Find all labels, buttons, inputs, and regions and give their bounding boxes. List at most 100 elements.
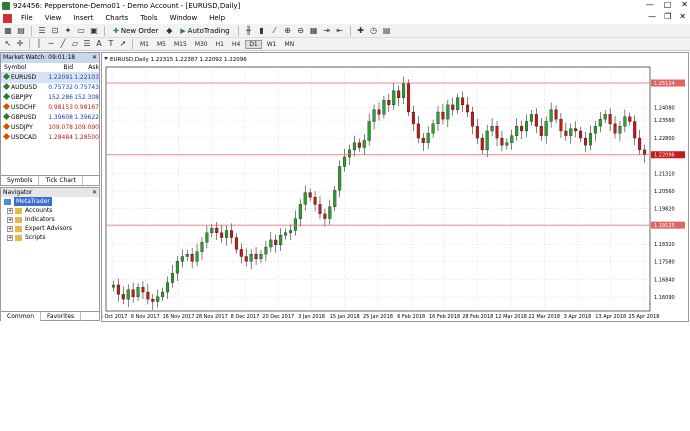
symbol-icon (2, 122, 11, 131)
candle-up (333, 190, 337, 207)
periods-icon[interactable]: ◷ (370, 25, 378, 35)
expand-icon[interactable]: + (7, 225, 13, 232)
mdi-restore-button[interactable]: ❐ (664, 12, 672, 21)
candle-up (156, 296, 160, 302)
tf-m1[interactable]: M1 (140, 40, 149, 48)
candle-up (603, 114, 607, 120)
new-chart-icon[interactable]: ▦ (4, 25, 12, 35)
col-symbol[interactable]: Symbol (4, 64, 27, 71)
market-watch-row[interactable]: GBPJPY 152.286 152.308 (1, 92, 99, 103)
tab-symbols[interactable]: Symbols (1, 176, 40, 185)
candle-down (215, 227, 219, 233)
new-order-button[interactable]: ✚ New Order (110, 25, 161, 36)
market-watch-row[interactable]: USDCHF 0.98153 0.98167 (1, 102, 99, 113)
row-ask: 0.98167 (74, 104, 99, 111)
terminal-icon[interactable]: ▭ (77, 25, 85, 35)
mdi-close-button[interactable]: ✕ (679, 12, 686, 21)
chart-shift-icon[interactable]: ⇤ (336, 25, 343, 35)
menu-view[interactable]: View (44, 14, 62, 22)
crosshair-icon[interactable]: ✛ (16, 39, 24, 48)
menu-window[interactable]: Window (169, 14, 198, 22)
cursor-icon[interactable]: ↖ (4, 39, 12, 48)
nav-root-label: MetaTrader (14, 197, 52, 206)
nav-item-scripts[interactable]: + Scripts (1, 233, 99, 242)
tf-h1[interactable]: H1 (215, 40, 224, 48)
nav-item-expert-advisors[interactable]: + Expert Advisors (1, 224, 99, 233)
candlestick-icon[interactable]: ▮ (259, 25, 264, 35)
market-watch-close-icon[interactable]: ✕ (91, 54, 97, 61)
tf-h4[interactable]: H4 (231, 40, 241, 48)
expand-icon[interactable]: + (7, 207, 13, 214)
minimize-button[interactable]: — (645, 0, 654, 9)
menu-file[interactable]: File (21, 14, 33, 22)
candle-up (529, 114, 533, 122)
candle-up (347, 149, 351, 158)
mdi-minimize-button[interactable]: — (648, 12, 657, 21)
maximize-button[interactable]: □ (663, 0, 672, 9)
autotrading-icon: ▶ (180, 26, 186, 35)
symbol-icon (2, 112, 11, 121)
channel-icon[interactable]: ▱ (71, 39, 79, 48)
tf-m5[interactable]: M5 (157, 40, 166, 48)
market-watch-row[interactable]: USDJPY 109.078 109.090 (1, 122, 99, 133)
market-watch-row[interactable]: USDCAD 1.28484 1.28500 (1, 132, 99, 143)
fibonacci-icon[interactable]: ☰ (83, 39, 91, 48)
chart-window[interactable]: EURUSD,Daily 1.22315 1.22387 1.22092 1.2… (101, 52, 689, 322)
y-tick-label: 1.17580 (654, 260, 675, 266)
tf-w1[interactable]: W1 (266, 40, 277, 48)
profiles-icon[interactable]: ▤ (17, 25, 25, 35)
candle-down (520, 126, 524, 132)
menu-charts[interactable]: Charts (105, 14, 129, 22)
menu-insert[interactable]: Insert (73, 14, 94, 22)
tile-windows-icon[interactable]: ▦ (309, 25, 318, 35)
navigator-close-icon[interactable]: ✕ (91, 189, 97, 196)
label-icon[interactable]: T (108, 39, 114, 48)
trendline-icon[interactable]: ╱ (60, 39, 66, 48)
templates-icon[interactable]: ▤ (382, 25, 391, 35)
tab-tick-chart[interactable]: Tick Chart (39, 176, 83, 185)
zoom-out-icon[interactable]: ⊖ (297, 25, 304, 35)
expand-icon[interactable]: + (7, 216, 13, 223)
candle-down (559, 118, 563, 132)
market-watch-icon[interactable]: ☰ (38, 25, 46, 35)
market-watch-row[interactable]: AUDUSD 0.75732 0.75743 (1, 82, 99, 93)
autoscroll-icon[interactable]: ⇥ (323, 25, 330, 35)
tf-m30[interactable]: M30 (194, 40, 208, 48)
tab-common[interactable]: Common (1, 312, 42, 321)
row-bid: 1.28484 (48, 134, 73, 141)
tf-d1[interactable]: D1 (245, 39, 262, 49)
market-watch-row[interactable]: EURUSD 1.22091 1.22103 (1, 72, 99, 83)
candle-down (377, 109, 381, 115)
nav-item-accounts[interactable]: + Accounts (1, 206, 99, 215)
autotrading-button[interactable]: ▶ AutoTrading (177, 25, 232, 36)
data-window-icon[interactable]: ⊡ (51, 25, 59, 35)
col-bid[interactable]: Bid (63, 64, 73, 71)
menu-tools[interactable]: Tools (140, 14, 158, 22)
menu-help[interactable]: Help (209, 14, 226, 22)
symbol-name: EURUSD (11, 74, 37, 81)
close-button[interactable]: ✕ (681, 0, 688, 9)
market-watch-row[interactable]: GBPUSD 1.39608 1.39622 (1, 112, 99, 123)
price-chart[interactable]: EURUSD,Daily 1.22315 1.22387 1.22092 1.2… (102, 53, 688, 321)
arrows-icon[interactable]: ➚ (119, 39, 127, 48)
tf-m15[interactable]: M15 (174, 40, 187, 48)
horizontal-line-icon[interactable]: ─ (48, 39, 54, 48)
tab-favorites[interactable]: Favorites (41, 312, 82, 321)
nav-item-indicators[interactable]: + Indicators (1, 215, 99, 224)
vertical-line-icon[interactable]: │ (36, 39, 42, 48)
tf-mn[interactable]: MN (284, 40, 295, 48)
metaeditor-icon[interactable]: ◆ (166, 25, 173, 35)
nav-item-label: Accounts (25, 207, 53, 214)
col-ask[interactable]: Ask (88, 64, 99, 71)
indicators-icon[interactable]: ✚ (357, 25, 364, 35)
text-icon[interactable]: A (96, 39, 102, 48)
y-tick-label: 1.20560 (654, 189, 675, 195)
market-watch-title: Market Watch: 09:01:18 (3, 54, 76, 61)
expand-icon[interactable]: + (7, 234, 13, 241)
nav-root[interactable]: MetaTrader (1, 197, 99, 206)
strategy-tester-icon[interactable]: ▣ (90, 25, 98, 35)
bar-chart-icon[interactable]: ╫ (246, 25, 251, 35)
line-chart-icon[interactable]: ⁄ (273, 25, 276, 35)
navigator-icon[interactable]: ✦ (64, 25, 72, 35)
zoom-in-icon[interactable]: ⊕ (284, 25, 291, 35)
